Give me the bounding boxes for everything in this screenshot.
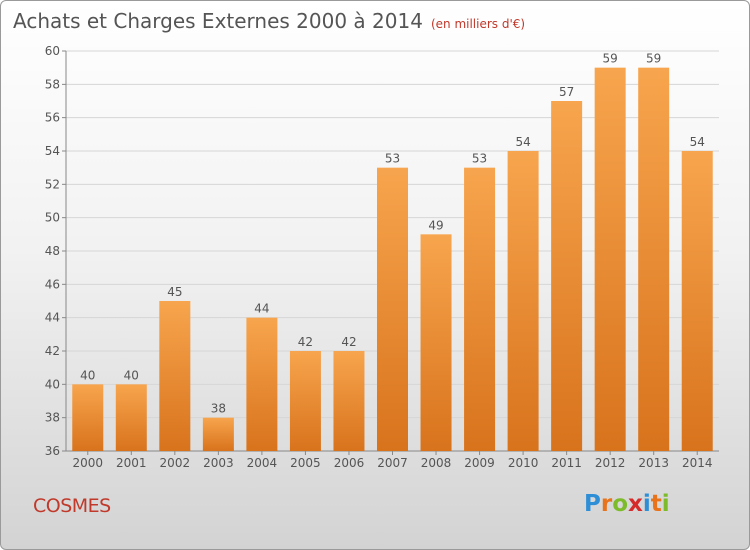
commune-name: COSMES [33,495,111,517]
bar-2002 [159,301,191,451]
bar-2003 [202,417,234,451]
bar-value-label: 44 [254,302,269,316]
bar-value-label: 57 [559,85,574,99]
y-tick-label: 40 [45,377,60,391]
bar-value-label: 42 [341,335,356,349]
bar-value-label: 59 [603,52,618,66]
bar-2006 [333,351,365,451]
y-tick-label: 50 [45,211,60,225]
y-tick-label: 42 [45,344,60,358]
x-tick-label: 2010 [508,456,539,470]
bar-value-label: 59 [646,52,661,66]
bar-value-label: 38 [211,402,226,416]
bar-2001 [115,384,147,451]
bar-value-label: 42 [298,335,313,349]
bar-2012 [594,67,626,452]
x-tick-label: 2005 [290,456,321,470]
bar-2007 [377,167,408,451]
y-tick-label: 36 [45,444,60,458]
x-tick-label: 2003 [203,456,234,470]
x-tick-label: 2011 [551,456,582,470]
y-tick-label: 44 [45,311,60,325]
bar-2009 [464,167,496,451]
bar-2014 [681,151,713,451]
chart-title-text: Achats et Charges Externes 2000 à 2014 [13,9,423,33]
x-tick-label: 2002 [160,456,191,470]
bar-2013 [638,67,670,452]
bar-value-label: 49 [428,218,443,232]
y-tick-label: 56 [45,111,60,125]
x-tick-label: 2006 [334,456,365,470]
bar-2004 [246,317,278,451]
bar-2000 [72,384,104,451]
x-tick-label: 2012 [595,456,626,470]
proxiti-logo: Proxiti [584,491,670,517]
bar-value-label: 53 [472,152,487,166]
bar-value-label: 53 [385,152,400,166]
bar-2011 [551,101,583,451]
x-tick-label: 2008 [421,456,452,470]
x-tick-label: 2001 [116,456,147,470]
bar-2008 [420,234,452,451]
y-tick-label: 58 [45,77,60,91]
x-tick-label: 2009 [464,456,495,470]
bar-2010 [507,151,539,451]
chart-subtitle: (en milliers d'€) [430,17,526,31]
y-tick-label: 38 [45,411,60,425]
x-tick-label: 2014 [682,456,713,470]
y-tick-label: 54 [45,144,60,158]
bar-value-label: 40 [80,368,95,382]
bar-value-label: 40 [124,368,139,382]
bar-value-label: 54 [690,135,705,149]
x-tick-label: 2004 [247,456,278,470]
bar-2005 [289,351,321,451]
bar-value-label: 45 [167,285,182,299]
x-tick-label: 2000 [72,456,103,470]
y-tick-label: 60 [45,44,60,58]
bar-value-label: 54 [515,135,530,149]
y-tick-label: 48 [45,244,60,258]
chart-title: Achats et Charges Externes 2000 à 2014 (e… [13,9,525,33]
x-tick-label: 2007 [377,456,408,470]
y-tick-label: 52 [45,177,60,191]
x-tick-label: 2013 [638,456,669,470]
y-tick-label: 46 [45,277,60,291]
